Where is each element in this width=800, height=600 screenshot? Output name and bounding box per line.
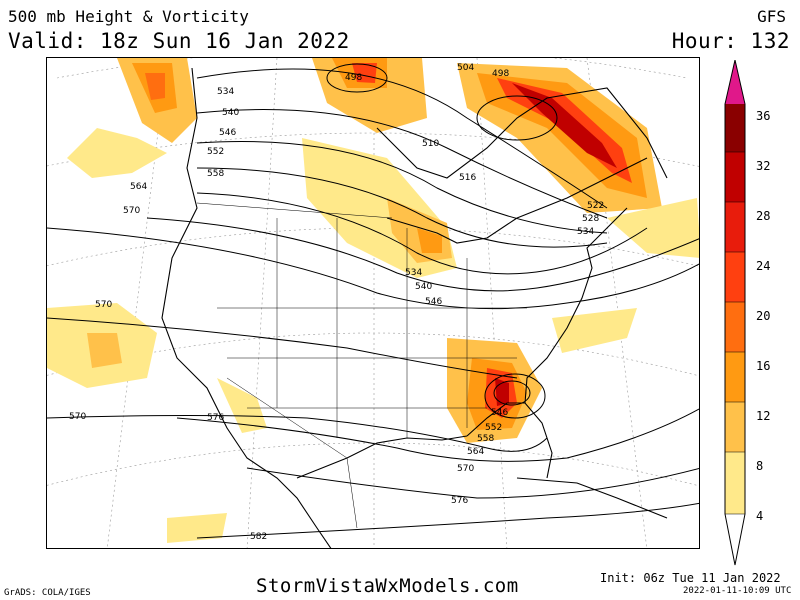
contour-label: 546 bbox=[425, 297, 442, 307]
contour-label: 570 bbox=[123, 206, 140, 216]
contour-label: 498 bbox=[492, 69, 509, 79]
timestamp: 2022-01-11-10:09 UTC bbox=[683, 586, 792, 596]
colorbar-top-arrow bbox=[725, 60, 745, 104]
contour-label: 546 bbox=[491, 408, 508, 418]
colorbar-tick-label: 32 bbox=[756, 159, 771, 173]
site-url: StormVistaWxModels.com bbox=[256, 575, 519, 597]
contour-label: 558 bbox=[477, 434, 494, 444]
coastlines bbox=[161, 67, 668, 548]
valid-time: Valid: 18z Sun 16 Jan 2022 bbox=[8, 29, 350, 53]
colorbar-swatch bbox=[725, 452, 745, 514]
contour-label: 576 bbox=[207, 413, 224, 423]
contour-label: 534 bbox=[217, 87, 234, 97]
colorbar-tick-label: 20 bbox=[756, 309, 771, 323]
colorbar-tick-label: 4 bbox=[756, 509, 764, 523]
colorbar-swatch bbox=[725, 202, 745, 252]
colorbar-swatch bbox=[725, 252, 745, 302]
colorbar-swatch bbox=[725, 302, 745, 352]
contour-label: 540 bbox=[222, 108, 239, 118]
colorbar-tick-label: 8 bbox=[756, 459, 764, 473]
model-name: GFS bbox=[757, 7, 786, 26]
contour-labels: 498 498 504 510 516 522 528 534 534 534 … bbox=[69, 63, 604, 542]
colorbar-swatch bbox=[725, 402, 745, 452]
contour-label: 510 bbox=[422, 139, 439, 149]
weather-map: 498 498 504 510 516 522 528 534 534 534 … bbox=[46, 57, 700, 549]
map-canvas: 498 498 504 510 516 522 528 534 534 534 … bbox=[47, 58, 699, 548]
vorticity-colorbar bbox=[724, 60, 746, 566]
contour-label: 540 bbox=[415, 282, 432, 292]
contour-label: 570 bbox=[95, 300, 112, 310]
colorbar-swatch bbox=[725, 104, 745, 152]
grads-credit: GrADS: COLA/IGES bbox=[4, 588, 91, 598]
contour-label: 564 bbox=[130, 182, 147, 192]
contour-label: 552 bbox=[207, 147, 224, 157]
colorbar-tick-label: 28 bbox=[756, 209, 771, 223]
contour-label: 558 bbox=[207, 169, 224, 179]
height-contours bbox=[47, 63, 699, 539]
contour-label: 534 bbox=[577, 227, 594, 237]
contour-label: 552 bbox=[485, 423, 502, 433]
init-time: Init: 06z Tue 11 Jan 2022 bbox=[600, 571, 781, 585]
contour-label: 516 bbox=[459, 173, 476, 183]
vorticity-shading bbox=[47, 58, 699, 543]
contour-label: 528 bbox=[582, 214, 599, 224]
contour-label: 570 bbox=[457, 464, 474, 474]
colorbar-tick-label: 12 bbox=[756, 409, 771, 423]
contour-label: 498 bbox=[345, 73, 362, 83]
contour-label: 582 bbox=[250, 532, 267, 542]
contour-label: 576 bbox=[451, 496, 468, 506]
contour-label: 564 bbox=[467, 447, 484, 457]
colorbar-tick-label: 36 bbox=[756, 109, 771, 123]
colorbar-swatch bbox=[725, 152, 745, 202]
contour-label: 504 bbox=[457, 63, 474, 73]
colorbar-bottom-arrow bbox=[725, 514, 745, 565]
colorbar-tick-label: 16 bbox=[756, 359, 771, 373]
colorbar-tick-label: 24 bbox=[756, 259, 771, 273]
map-title: 500 mb Height & Vorticity bbox=[8, 7, 249, 26]
contour-label: 534 bbox=[405, 268, 422, 278]
forecast-hour: Hour: 132 bbox=[671, 29, 790, 53]
contour-label: 546 bbox=[219, 128, 236, 138]
colorbar-swatch bbox=[725, 352, 745, 402]
contour-label: 522 bbox=[587, 201, 604, 211]
contour-label: 570 bbox=[69, 412, 86, 422]
